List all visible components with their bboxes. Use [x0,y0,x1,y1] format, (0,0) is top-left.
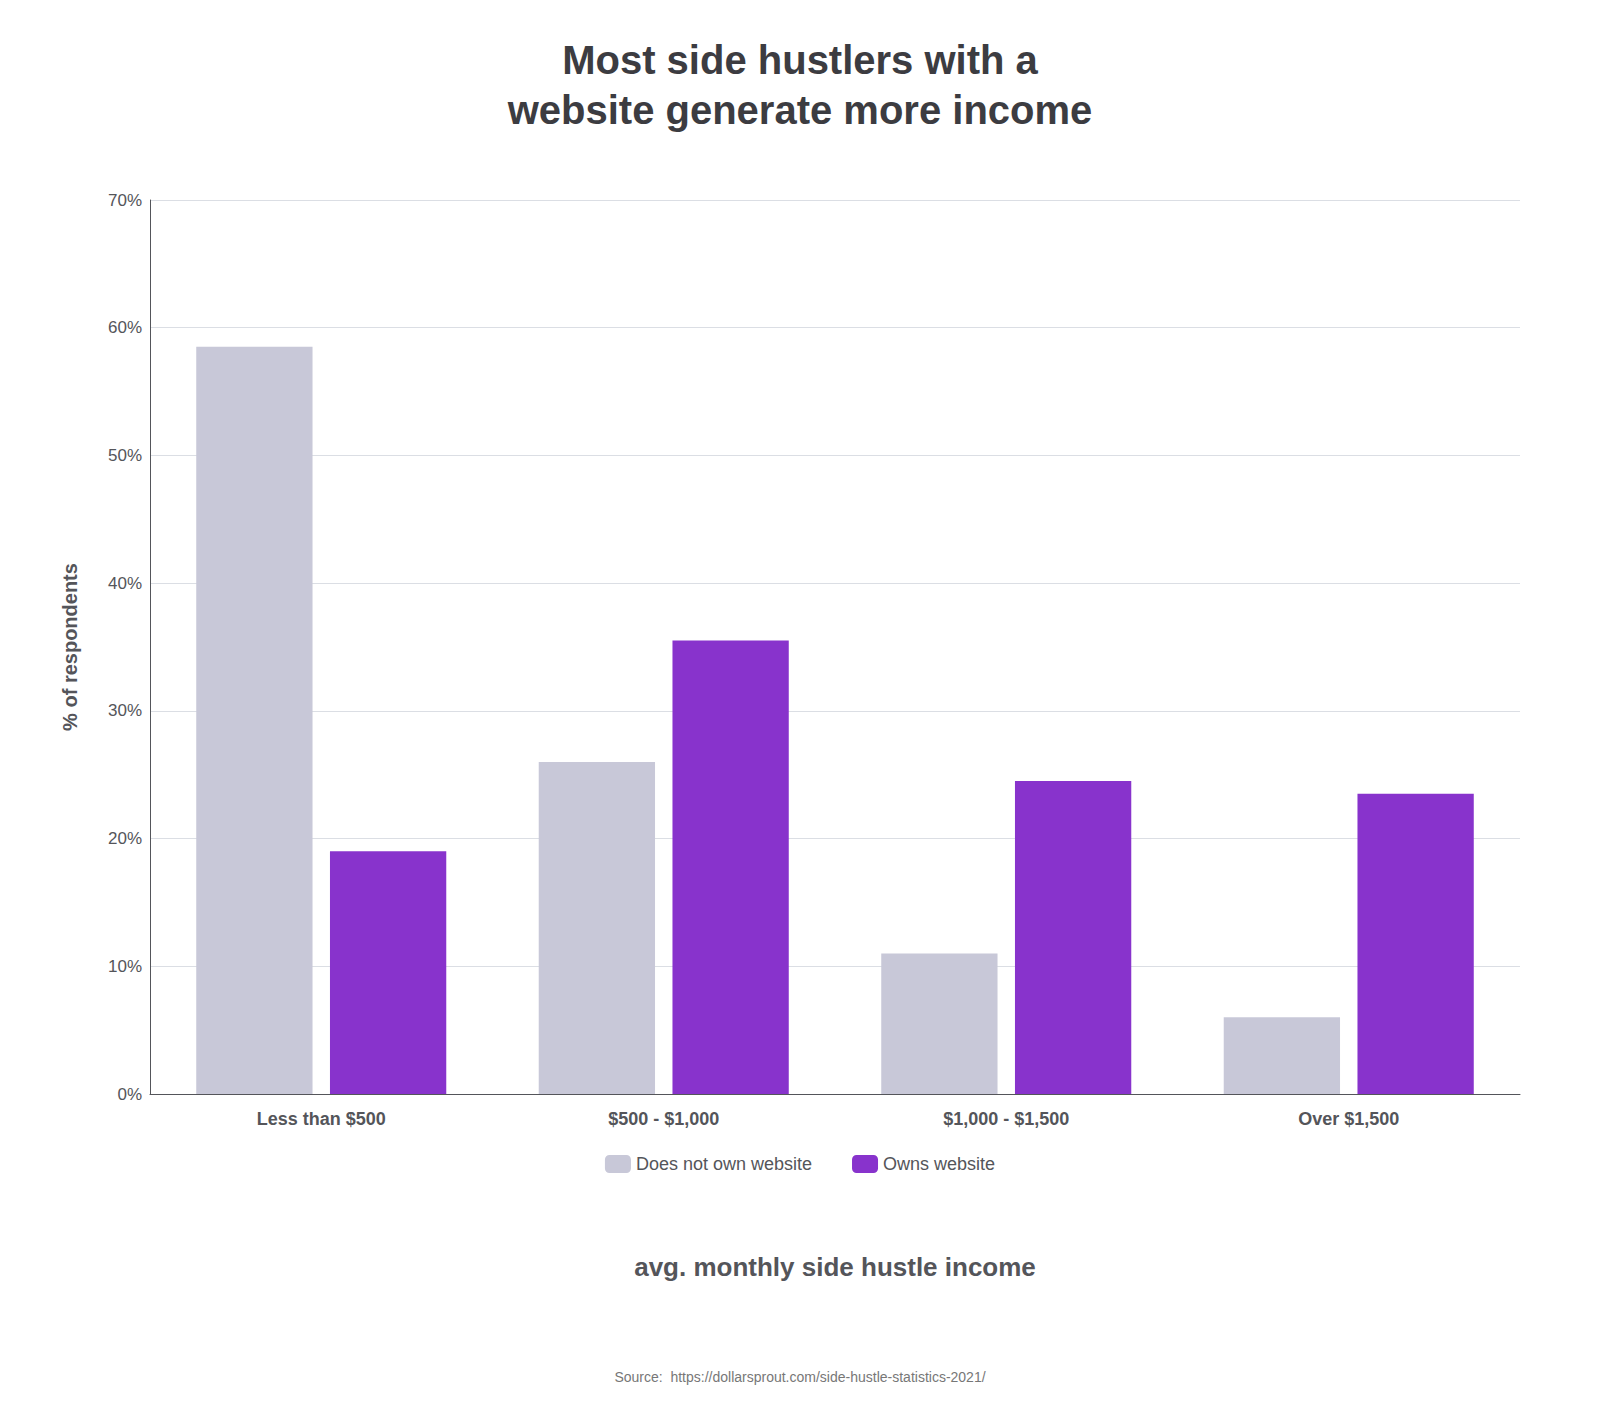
svg-text:40%: 40% [108,574,142,593]
svg-text:50%: 50% [108,446,142,465]
svg-text:$500 - $1,000: $500 - $1,000 [608,1109,719,1129]
svg-text:30%: 30% [108,701,142,720]
svg-text:avg. monthly side hustle incom: avg. monthly side hustle income [634,1252,1036,1282]
svg-text:70%: 70% [108,191,142,210]
svg-text:Less than $500: Less than $500 [257,1109,386,1129]
svg-text:20%: 20% [108,829,142,848]
svg-text:% of respondents: % of respondents [59,563,81,731]
svg-text:website generate more income: website generate more income [507,88,1093,132]
svg-text:0%: 0% [117,1085,142,1104]
svg-text:Most side hustlers with a: Most side hustlers with a [562,38,1038,82]
svg-text:$1,000 - $1,500: $1,000 - $1,500 [943,1109,1069,1129]
svg-text:60%: 60% [108,318,142,337]
svg-text:Owns website: Owns website [883,1154,995,1174]
svg-text:Over $1,500: Over $1,500 [1298,1109,1399,1129]
svg-text:Source: https://dollarsprout.: Source: https://dollarsprout.com/side-hu… [614,1369,985,1385]
svg-text:10%: 10% [108,957,142,976]
svg-text:Does not own website: Does not own website [636,1154,812,1174]
